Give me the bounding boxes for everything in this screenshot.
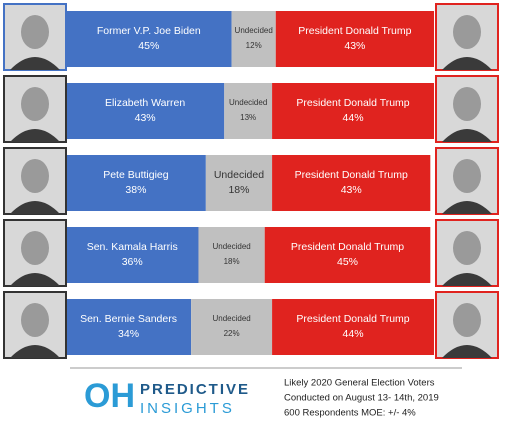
note: 600 Respondents MOE: +/- 4%: [284, 408, 416, 419]
bar-label: Sen. Kamala Harris: [87, 241, 178, 253]
bar-segment: [66, 83, 225, 139]
bar-segment: [66, 299, 192, 355]
bar-segment: [198, 227, 265, 283]
logo: OH PREDICTIVE INSIGHTS: [84, 377, 250, 417]
photo-body: [442, 201, 492, 214]
photo-face: [453, 15, 481, 49]
photo-face: [453, 159, 481, 193]
bar-label: Undecided: [214, 169, 264, 181]
bar-label: Undecided: [212, 242, 250, 251]
photo-body: [10, 129, 60, 142]
bar-segment: [224, 83, 273, 139]
bar-label: Former V.P. Joe Biden: [97, 25, 201, 37]
value-label: 45%: [337, 256, 358, 268]
photo-face: [21, 231, 49, 265]
logo-mark: OH: [84, 377, 135, 415]
value-label: 38%: [125, 184, 146, 196]
value-label: 43%: [135, 112, 156, 124]
value-label: 12%: [246, 41, 262, 50]
bar-segment: [66, 227, 199, 283]
value-label: 34%: [118, 328, 139, 340]
photo-body: [442, 273, 492, 286]
photo-face: [453, 231, 481, 265]
value-label: 45%: [138, 40, 159, 52]
value-label: 18%: [224, 257, 240, 266]
photo-body: [10, 201, 60, 214]
bar-segment: [66, 155, 206, 211]
value-label: 36%: [122, 256, 143, 268]
bar-label: Undecided: [229, 98, 267, 107]
bar-label: President Donald Trump: [291, 241, 404, 253]
bar-segment: [275, 11, 434, 67]
photo-body: [442, 345, 492, 358]
bar-segment: [191, 299, 273, 355]
bar-label: President Donald Trump: [296, 97, 409, 109]
photo-face: [21, 15, 49, 49]
bar-segment: [205, 155, 273, 211]
photo-face: [453, 303, 481, 337]
bar-label: Sen. Bernie Sanders: [80, 313, 177, 325]
value-label: 44%: [343, 328, 364, 340]
value-label: 18%: [228, 184, 249, 196]
value-label: 22%: [224, 329, 240, 338]
photo-body: [442, 129, 492, 142]
bar-label: Elizabeth Warren: [105, 97, 185, 109]
value-label: 43%: [341, 184, 362, 196]
value-label: 43%: [344, 40, 365, 52]
bar-segment: [272, 83, 434, 139]
bar-segment: [66, 11, 232, 67]
bar-label: Undecided: [212, 314, 250, 323]
bar-segment: [231, 11, 276, 67]
bar-label: President Donald Trump: [295, 169, 408, 181]
bar-label: President Donald Trump: [298, 25, 411, 37]
value-label: 44%: [343, 112, 364, 124]
bar-segment: [264, 227, 431, 283]
photo-body: [442, 57, 492, 70]
photo-body: [10, 345, 60, 358]
value-label: 13%: [240, 113, 256, 122]
photo-face: [453, 87, 481, 121]
photo-face: [21, 303, 49, 337]
bar-label: Undecided: [235, 26, 273, 35]
photo-body: [10, 273, 60, 286]
bar-label: Pete Buttigieg: [103, 169, 169, 181]
photo-face: [21, 87, 49, 121]
bar-segment: [272, 299, 434, 355]
photo-face: [21, 159, 49, 193]
brand-top: PREDICTIVE: [140, 381, 250, 398]
note: Likely 2020 General Election Voters: [284, 378, 435, 389]
note: Conducted on August 13- 14th, 2019: [284, 393, 439, 404]
brand-bottom: INSIGHTS: [140, 400, 235, 417]
photo-body: [10, 57, 60, 70]
bar-label: President Donald Trump: [296, 313, 409, 325]
bar-segment: [272, 155, 431, 211]
